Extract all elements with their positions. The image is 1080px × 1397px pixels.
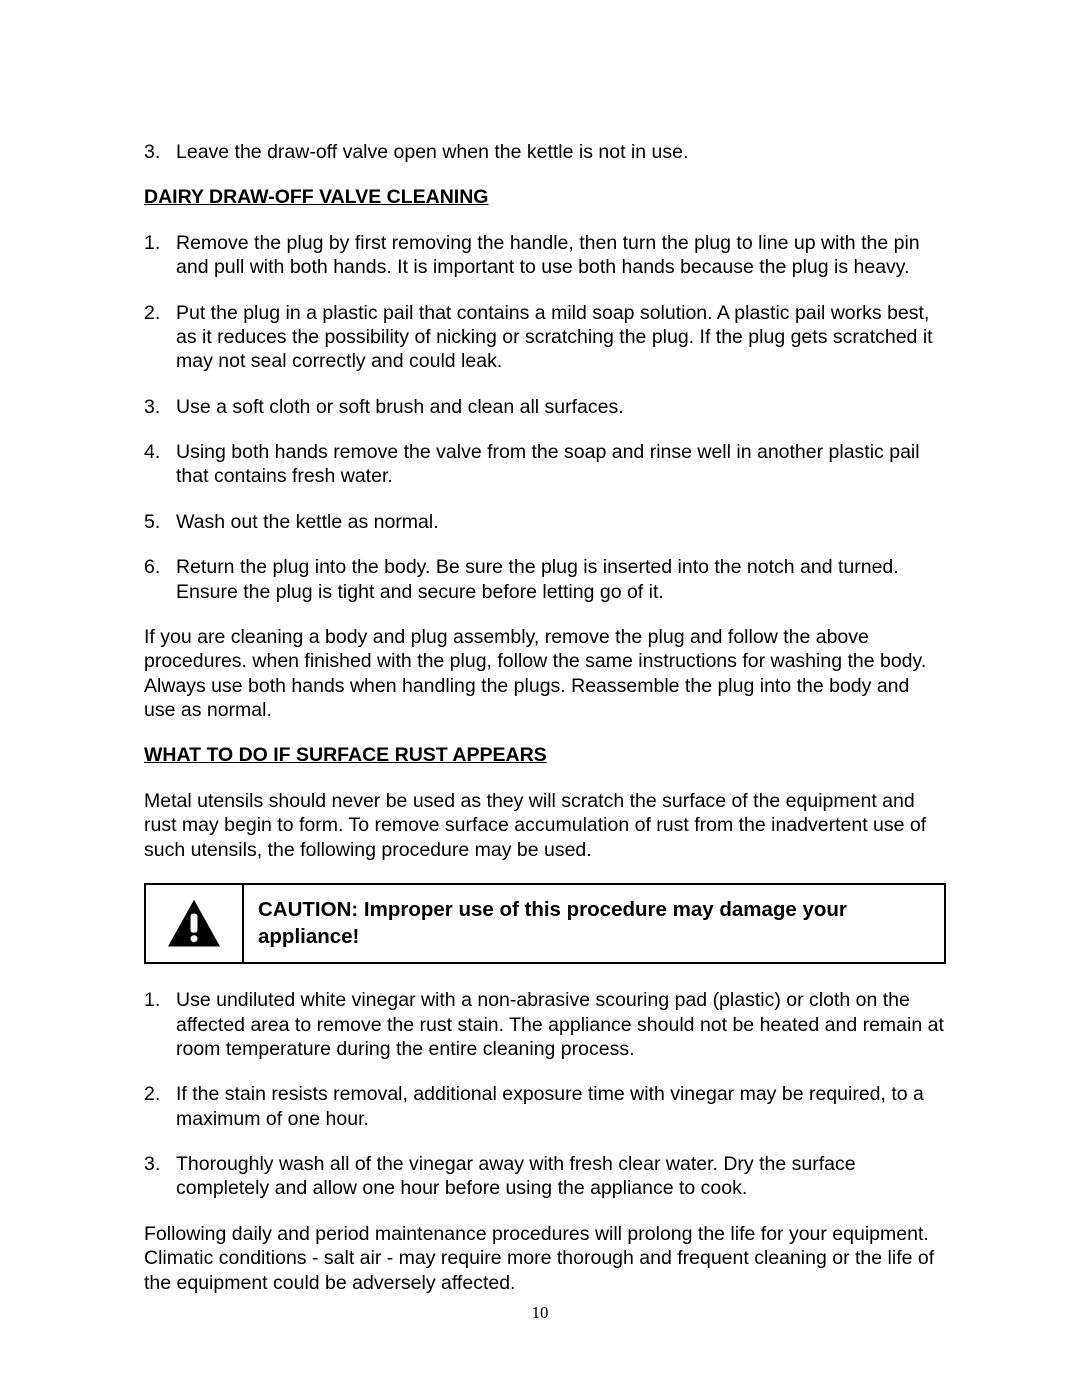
list-number: 1. — [144, 988, 176, 1061]
body-paragraph: Following daily and period maintenance p… — [144, 1222, 946, 1295]
document-content: 3. Leave the draw-off valve open when th… — [144, 140, 946, 1295]
list-item: 3. Thoroughly wash all of the vinegar aw… — [144, 1152, 946, 1201]
caution-text: CAUTION: Improper use of this procedure … — [258, 897, 930, 950]
list-number: 2. — [144, 301, 176, 374]
list-text: Use a soft cloth or soft brush and clean… — [176, 395, 946, 419]
list-number: 3. — [144, 1152, 176, 1201]
list-number: 3. — [144, 140, 176, 164]
section-header-dairy: DAIRY DRAW-OFF VALVE CLEANING — [144, 185, 946, 209]
list-item: 3. Use a soft cloth or soft brush and cl… — [144, 395, 946, 419]
list-text: If the stain resists removal, additional… — [176, 1082, 946, 1131]
list-number: 3. — [144, 395, 176, 419]
list-text: Leave the draw-off valve open when the k… — [176, 140, 946, 164]
caution-text-cell: CAUTION: Improper use of this procedure … — [244, 885, 944, 962]
list-number: 6. — [144, 555, 176, 604]
body-paragraph: If you are cleaning a body and plug asse… — [144, 625, 946, 723]
list-text: Return the plug into the body. Be sure t… — [176, 555, 946, 604]
list-item: 4. Using both hands remove the valve fro… — [144, 440, 946, 489]
list-text: Remove the plug by first removing the ha… — [176, 231, 946, 280]
list-number: 5. — [144, 510, 176, 534]
list-text: Wash out the kettle as normal. — [176, 510, 946, 534]
list-item: 1. Use undiluted white vinegar with a no… — [144, 988, 946, 1061]
list-number: 4. — [144, 440, 176, 489]
page-number: 10 — [0, 1303, 1080, 1323]
list-item: 1. Remove the plug by first removing the… — [144, 231, 946, 280]
warning-triangle-icon — [166, 898, 222, 950]
list-text: Thoroughly wash all of the vinegar away … — [176, 1152, 946, 1201]
list-item: 5. Wash out the kettle as normal. — [144, 510, 946, 534]
list-number: 2. — [144, 1082, 176, 1131]
caution-box: CAUTION: Improper use of this procedure … — [144, 883, 946, 964]
list-text: Using both hands remove the valve from t… — [176, 440, 946, 489]
section-header-rust: WHAT TO DO IF SURFACE RUST APPEARS — [144, 743, 946, 767]
list-text: Use undiluted white vinegar with a non-a… — [176, 988, 946, 1061]
caution-icon-cell — [146, 885, 244, 962]
list-item: 2. If the stain resists removal, additio… — [144, 1082, 946, 1131]
list-item: 3. Leave the draw-off valve open when th… — [144, 140, 946, 164]
list-item: 2. Put the plug in a plastic pail that c… — [144, 301, 946, 374]
list-item: 6. Return the plug into the body. Be sur… — [144, 555, 946, 604]
list-number: 1. — [144, 231, 176, 280]
list-text: Put the plug in a plastic pail that cont… — [176, 301, 946, 374]
body-paragraph: Metal utensils should never be used as t… — [144, 789, 946, 862]
